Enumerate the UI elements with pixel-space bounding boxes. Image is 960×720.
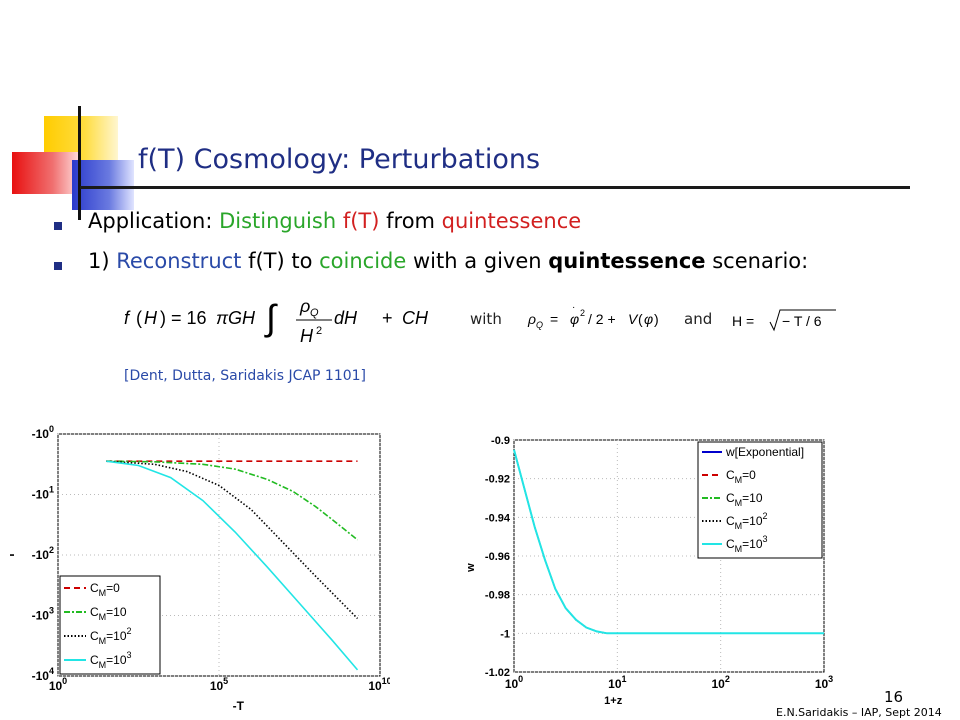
bullet-1-distinguish: Distinguish bbox=[219, 209, 337, 233]
y-axis-label: f bbox=[10, 552, 17, 557]
bullet-2-coincide: coincide bbox=[319, 249, 407, 273]
svg-text:− T / 6: − T / 6 bbox=[782, 313, 822, 329]
svg-text:φ: φ bbox=[570, 311, 579, 327]
y-tick-label: -0.94 bbox=[485, 512, 511, 524]
y-axis-label: w bbox=[465, 563, 477, 573]
bullet-2-quintessence: quintessence bbox=[548, 249, 706, 273]
bullet-2-reconstruct: Reconstruct bbox=[116, 249, 242, 273]
series-line-3 bbox=[106, 460, 359, 671]
svg-text:) = 16: ) = 16 bbox=[160, 308, 207, 328]
bullet-marker bbox=[54, 262, 62, 270]
title-rule bbox=[80, 186, 910, 189]
y-tick-label: -101 bbox=[32, 485, 54, 502]
y-tick-label: -1.02 bbox=[485, 667, 510, 679]
legend-box bbox=[59, 575, 161, 675]
equation-h-of-t: H = − T / 6 bbox=[732, 309, 836, 332]
legend-box bbox=[697, 441, 823, 559]
plot-f-vs-minus-t: 100 105 1010 -100 -101 -102 -103 -104 -T f CM=0 CM=… bbox=[10, 424, 390, 713]
svg-text:(: ( bbox=[638, 311, 643, 327]
series-line-2 bbox=[106, 460, 359, 620]
x-tick-label: 100 bbox=[49, 676, 67, 693]
svg-text:CH: CH bbox=[402, 308, 429, 328]
svg-text:2: 2 bbox=[580, 308, 585, 318]
plot-w-vs-1plusz: 100 101 102 103 -0.9 -0.92 -0.94 -0.96 -0.98 -1 -1… bbox=[465, 435, 833, 707]
legend-label: CM=10 bbox=[90, 605, 127, 622]
bullet-1: Application: Distinguish f(T) from quint… bbox=[88, 209, 581, 233]
x-tick-label: 100 bbox=[505, 674, 523, 691]
citation: [Dent, Dutta, Saridakis JCAP 1101] bbox=[124, 368, 367, 384]
legend-label: CM=0 bbox=[726, 468, 756, 485]
svg-text:+: + bbox=[382, 308, 393, 328]
bullet-1-prefix: Application: bbox=[88, 209, 220, 233]
equation-rho-q: ρ Q = φ · 2 / 2 + V ( φ ) bbox=[527, 302, 659, 330]
bullet-2-given: with a given bbox=[406, 249, 549, 273]
series-line-1 bbox=[106, 460, 359, 541]
svg-text:f: f bbox=[124, 308, 131, 328]
x-tick-label: 102 bbox=[711, 674, 729, 691]
equation-f-of-h: f ( H ) = 16 π GH ∫ ρ Q H 2 dH + CH bbox=[124, 296, 429, 346]
svg-text:Q: Q bbox=[310, 307, 319, 319]
legend-label: CM=102 bbox=[726, 511, 768, 531]
legend-label: w[Exponential] bbox=[725, 445, 804, 459]
legend-label: CM=0 bbox=[90, 581, 120, 598]
svg-text:ρ: ρ bbox=[299, 296, 310, 316]
bullet-2-num: 1) bbox=[88, 249, 117, 273]
x-axis-label: 1+z bbox=[604, 695, 623, 707]
y-tick-label: -103 bbox=[32, 606, 54, 623]
x-axis-label: -T bbox=[233, 699, 245, 713]
svg-text:H =: H = bbox=[732, 313, 754, 329]
x-tick-label: 101 bbox=[608, 674, 626, 691]
logo-blue-block bbox=[72, 160, 134, 210]
y-tick-label: -0.9 bbox=[491, 435, 510, 447]
svg-text:GH: GH bbox=[228, 308, 256, 328]
y-tick-label: -0.92 bbox=[485, 474, 510, 486]
bullet-1-ft: f(T) bbox=[336, 209, 387, 233]
y-tick-label: -100 bbox=[32, 424, 54, 441]
page-number: 16 bbox=[884, 688, 904, 706]
svg-text:H: H bbox=[144, 308, 158, 328]
slide-title: f(T) Cosmology: Perturbations bbox=[138, 144, 541, 175]
svg-text:π: π bbox=[216, 308, 229, 328]
series-line-4 bbox=[513, 449, 824, 635]
y-tick-label: -1 bbox=[500, 628, 510, 640]
logo-vertical-line bbox=[78, 106, 81, 220]
svg-text:dH: dH bbox=[334, 308, 358, 328]
svg-text:φ: φ bbox=[644, 311, 653, 327]
svg-text:2: 2 bbox=[316, 325, 322, 337]
bullet-2-scenario: scenario: bbox=[705, 249, 809, 273]
x-tick-label: 105 bbox=[210, 676, 228, 693]
eq-and: and bbox=[684, 310, 713, 328]
svg-text:H: H bbox=[300, 326, 314, 346]
svg-text:·: · bbox=[572, 302, 575, 313]
y-tick-label: -102 bbox=[32, 545, 54, 562]
x-tick-label: 103 bbox=[815, 674, 833, 691]
svg-text:Q: Q bbox=[536, 320, 543, 330]
bullet-2-ft: f(T) to bbox=[241, 249, 320, 273]
svg-text:V: V bbox=[628, 311, 639, 327]
x-tick-label: 1010 bbox=[368, 676, 390, 693]
svg-text:∫: ∫ bbox=[264, 297, 278, 338]
logo-red-block bbox=[12, 152, 80, 194]
legend-label: CM=10 bbox=[726, 491, 763, 508]
svg-text:/ 2 +: / 2 + bbox=[588, 311, 616, 327]
svg-text:(: ( bbox=[136, 308, 142, 328]
y-tick-label: -104 bbox=[32, 666, 54, 683]
svg-text:=: = bbox=[550, 311, 558, 327]
bullet-1-from: from bbox=[386, 209, 442, 233]
legend-label: CM=102 bbox=[90, 626, 132, 646]
bullet-2: 1) Reconstruct f(T) to coincide with a g… bbox=[88, 249, 808, 273]
bullet-1-quintessence: quintessence bbox=[441, 209, 582, 233]
svg-text:ρ: ρ bbox=[527, 311, 536, 327]
svg-text:): ) bbox=[654, 311, 659, 327]
eq-with: with bbox=[470, 310, 502, 328]
legend-label: CM=103 bbox=[726, 534, 768, 554]
bullet-marker bbox=[54, 222, 62, 230]
y-tick-label: -0.98 bbox=[485, 590, 510, 602]
legend-label: CM=103 bbox=[90, 650, 132, 670]
footer-credit: E.N.Saridakis – IAP, Sept 2014 bbox=[776, 706, 942, 719]
y-tick-label: -0.96 bbox=[485, 551, 510, 563]
